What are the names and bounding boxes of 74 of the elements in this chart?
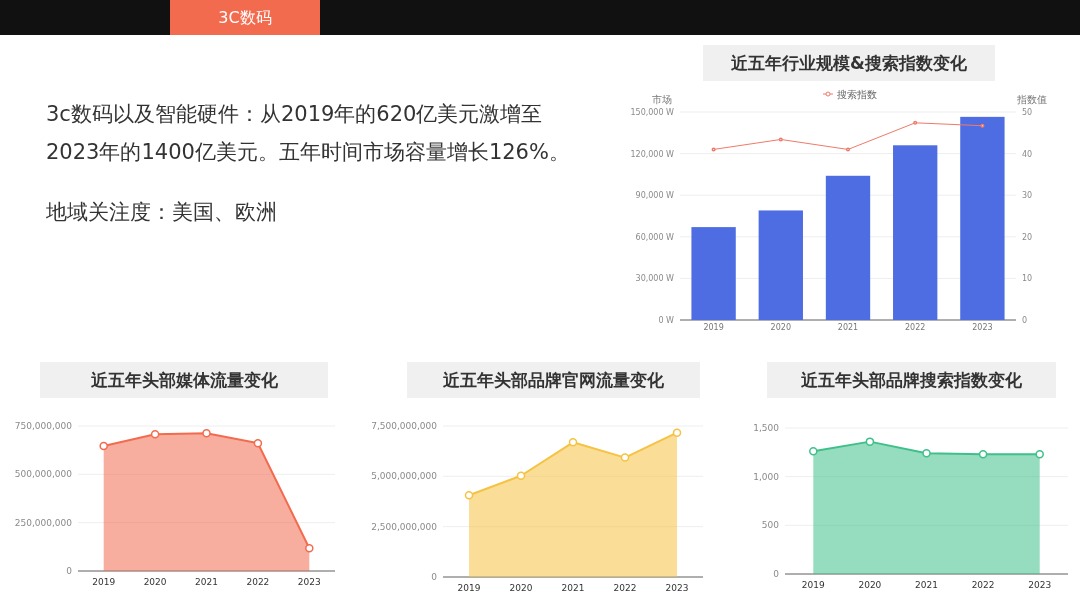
point: [922, 449, 931, 458]
chart-title: 近五年头部媒体流量变化: [89, 370, 279, 390]
x-tick-label: 2020: [770, 323, 791, 332]
x-tick-label: 2022: [613, 583, 637, 593]
y2-tick-label: 30: [1022, 191, 1033, 201]
x-tick-label: 2021: [561, 583, 585, 593]
chart-title: 近五年头部品牌搜索指数变化: [800, 370, 1023, 390]
x-tick-label: 2023: [972, 323, 993, 332]
y-tick-label: 30,000 W: [635, 274, 675, 284]
bar: [893, 145, 938, 320]
y-tick-label: 90,000 W: [635, 191, 675, 201]
bar: [960, 116, 1005, 320]
point: [253, 438, 263, 448]
x-tick-label: 2022: [905, 323, 926, 332]
point: [305, 543, 314, 553]
text: 3C数码: [218, 8, 272, 27]
y-tick-label: 5,000,000,000: [371, 471, 438, 482]
y-tick-label: 120,000 W: [630, 149, 675, 159]
x-tick-label: 2023: [665, 583, 689, 593]
y-tick-label: 0: [431, 572, 438, 582]
point: [672, 428, 682, 437]
y-tick-label: 0: [66, 566, 73, 576]
bar: [758, 210, 803, 320]
point: [150, 430, 160, 439]
y-tick-label: 0: [773, 569, 780, 579]
y-tick-label: 7,500,000,000: [371, 421, 438, 431]
chart-title: 近五年头部品牌官网流量变化: [442, 370, 665, 390]
x-tick-label: 2023: [1028, 580, 1052, 590]
y2-tick-label: 50: [1022, 108, 1033, 117]
x-tick-label: 2020: [509, 583, 533, 593]
point: [568, 438, 578, 447]
point: [809, 447, 818, 456]
point: [620, 453, 630, 462]
x-tick-label: 2023: [297, 577, 321, 587]
bar: [691, 227, 736, 320]
x-tick-label: 2019: [703, 323, 724, 332]
x-tick-label: 2019: [801, 580, 826, 590]
y-tick-label: 750,000,000: [14, 421, 73, 431]
y-tick-label: 500: [761, 520, 780, 531]
text: 3c数码以及智能硬件：从2019年的620亿美元激增至2023年的1400亿美元。五年时间市场容量增长126%。: [46, 101, 571, 166]
point: [978, 450, 988, 459]
y-tick-label: 250,000,000: [14, 517, 73, 528]
y-tick-label: 2,500,000,000: [371, 521, 438, 532]
y2-tick-label: 0: [1022, 316, 1028, 325]
y-tick-label: 0 W: [658, 316, 675, 325]
x-tick-label: 2019: [92, 577, 116, 587]
y2-tick-label: 40: [1022, 149, 1033, 159]
point: [1035, 450, 1044, 459]
y2-tick-label: 20: [1022, 232, 1033, 242]
x-tick-label: 2021: [915, 580, 938, 590]
y-tick-label: 1,500: [753, 423, 780, 433]
point: [99, 441, 108, 451]
x-tick-label: 2022: [971, 580, 995, 590]
text: 地域关注度：美国、欧洲: [46, 199, 278, 226]
bar: [825, 175, 871, 320]
legend-label: 搜索指数: [837, 89, 877, 100]
x-tick-label: 2020: [858, 580, 882, 590]
x-tick-label: 2021: [195, 577, 218, 587]
y-tick-label: 1,000: [753, 471, 780, 482]
y-tick-label: 500,000,000: [14, 469, 73, 480]
point: [516, 471, 526, 480]
x-tick-label: 2022: [246, 577, 270, 587]
y2-axis-title: 指数值: [1016, 94, 1047, 105]
point: [464, 491, 474, 500]
y-tick-label: 60,000 W: [635, 232, 675, 242]
x-tick-label: 2019: [457, 583, 481, 593]
y-axis-title: 市场: [652, 94, 672, 105]
y2-tick-label: 10: [1022, 274, 1033, 284]
x-tick-label: 2020: [143, 577, 167, 587]
point: [202, 429, 211, 438]
point: [865, 437, 875, 446]
chart-title: 近五年行业规模&搜索指数变化: [730, 53, 968, 73]
x-tick-label: 2021: [837, 323, 859, 332]
y-tick-label: 150,000 W: [630, 108, 675, 117]
